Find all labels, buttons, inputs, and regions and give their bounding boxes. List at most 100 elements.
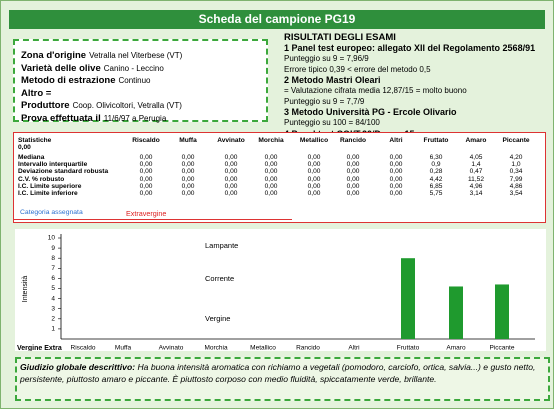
y-tick-label: 2	[51, 316, 55, 323]
info-value: 11/6/97 a Perugia	[103, 113, 167, 123]
table-cell: 6,30	[429, 154, 443, 161]
band-label: Corrente	[205, 274, 234, 283]
info-label: Prova effettuata il	[21, 112, 101, 124]
x-tick-label: Rancido	[296, 345, 320, 351]
table-header: Muffa	[179, 137, 197, 144]
table-cell: 0,00	[139, 190, 153, 197]
info-line: Zona d'origine Vetralla nel Viterbese (VT…	[21, 45, 182, 63]
row-label: Intervallo interquartile	[18, 161, 88, 169]
table-header: Statistiche	[18, 137, 52, 144]
table-cell: 0,00	[224, 168, 238, 176]
table-cell: 4,96	[469, 182, 483, 190]
table-cell: 0,00	[264, 190, 278, 197]
y-tick-label: 5	[51, 285, 55, 292]
table-cell: 0,00	[264, 175, 278, 183]
table-cell: 0,00	[181, 182, 195, 190]
judgement-label: Giudizio globale descrittivo:	[20, 362, 136, 372]
info-line: Altro =	[21, 83, 51, 101]
info-label: Metodo di estrazione	[21, 75, 116, 86]
table-cell: 1,0	[511, 161, 521, 169]
chart-box: Lampante Corrente Vergine Vergine Extra 1 2 3 4…	[15, 229, 546, 352]
table-cell: 3,14	[469, 190, 483, 197]
result-detail: Punteggio su 9 = 7,96/9	[284, 54, 369, 63]
table-cell: 0,00	[346, 168, 360, 176]
table-cell: 0,00	[224, 161, 238, 169]
table-cell: 0,00	[307, 190, 321, 197]
y-axis-label: Intensità	[22, 276, 29, 303]
table-cell: 0,28	[429, 168, 443, 176]
y-tick-label: 4	[51, 295, 55, 302]
table-cell: 0,00	[389, 161, 403, 169]
row-label: Deviazione standard robusta	[18, 168, 109, 176]
bar	[495, 284, 509, 339]
y-tick-label: 10	[48, 235, 56, 242]
table-cell: 0,00	[264, 168, 278, 176]
table-cell: 0,00	[307, 168, 321, 176]
result-heading: 2 Metodo Mastri Oleari	[284, 75, 381, 85]
table-header: Amaro	[465, 137, 487, 144]
table-cell: 0,00	[264, 154, 278, 161]
stats-table: Statistiche Riscaldo Muffa Avvinato Morchia M…	[13, 132, 546, 223]
info-line: Produttore Coop. Olivicoltori, Vetralla (…	[21, 95, 182, 113]
table-cell: 0,00	[181, 168, 195, 176]
x-tick-label: Piccante	[490, 345, 515, 351]
table-cell: 0,00	[389, 175, 403, 183]
sample-info-box: Zona d'origine Vetralla nel Viterbese (VT…	[13, 39, 268, 124]
info-value: Vetralla nel Viterbese (VT)	[89, 51, 183, 60]
x-tick-label: Altri	[348, 345, 359, 351]
x-tick-label: Fruttato	[397, 345, 420, 351]
table-cell: 0,00	[346, 190, 360, 197]
table-header: Morchia	[258, 137, 284, 144]
table-cell: 0,00	[389, 182, 403, 190]
y-tick-label: 7	[51, 265, 55, 272]
table-cell: 0,00	[389, 190, 403, 197]
row-label: C.V. % robusto	[18, 175, 65, 183]
judgement-box: Giudizio globale descrittivo: Ha buona i…	[15, 357, 550, 401]
table-cell: 0,00	[181, 161, 195, 169]
table-cell: 0,00	[307, 161, 321, 169]
x-tick-label: Morchia	[204, 345, 228, 351]
table-cell: 0,00	[224, 154, 238, 161]
table-cell: 0,00	[139, 182, 153, 190]
chart: Lampante Corrente Vergine Vergine Extra 1 2 3 4…	[17, 234, 535, 352]
table-cell: 4,42	[429, 175, 443, 183]
band-label: Lampante	[205, 241, 238, 250]
table-cell: 0,00	[139, 161, 153, 169]
table-cell: 4,86	[509, 182, 523, 190]
table-cell: 0,00	[346, 161, 360, 169]
table-header: Piccante	[502, 137, 530, 144]
x-tick-label: Muffa	[115, 345, 132, 351]
result-detail: Errore tipico 0,39 < errore del metodo 0…	[284, 64, 431, 74]
info-label: Produttore	[21, 100, 70, 111]
result-detail: Punteggio su 9 = 7,7/9	[284, 96, 365, 106]
y-tick-label: 6	[51, 275, 55, 282]
y-tick-label: 3	[51, 305, 55, 312]
x-tick-label: Riscaldo	[71, 345, 96, 351]
table-cell: 0,00	[224, 175, 238, 183]
title-bar: Scheda del campione PG19	[9, 10, 545, 29]
x-tick-label: Metallico	[250, 345, 276, 351]
table-cell: 0,00	[346, 154, 360, 161]
y-tick-label: 9	[51, 245, 55, 252]
info-value: Coop. Olivicoltori, Vetralla (VT)	[72, 101, 182, 110]
table-cell: 0,00	[181, 154, 195, 161]
table-cell: 0,00	[307, 175, 321, 183]
table-cell: 3,54	[509, 190, 523, 197]
result-detail: Punteggio su 100 = 84/100	[284, 118, 380, 127]
y-tick-label: 8	[51, 255, 55, 262]
table-cell: 0,00	[181, 175, 195, 183]
table-cell: 0,47	[469, 168, 483, 176]
table-cell: 6,85	[429, 182, 443, 190]
table-cell: 0,00	[307, 154, 321, 161]
info-value: Canino - Leccino	[103, 63, 164, 73]
table-cell: 4,20	[509, 154, 523, 161]
table-header-sub: 0,00	[18, 144, 31, 151]
result-heading: 3 Metodo Università PG - Ercole Olivario	[284, 107, 457, 117]
table-header: Metallico	[299, 137, 329, 144]
table-cell: 0,00	[139, 154, 153, 161]
bar	[401, 258, 415, 339]
result-detail: = Valutazione cifrata media 12,87/15 = m…	[284, 86, 467, 95]
row-label: I.C. Limite inferiore	[18, 190, 78, 197]
info-line: Prova effettuata il 11/6/97 a Perugia	[21, 108, 166, 126]
